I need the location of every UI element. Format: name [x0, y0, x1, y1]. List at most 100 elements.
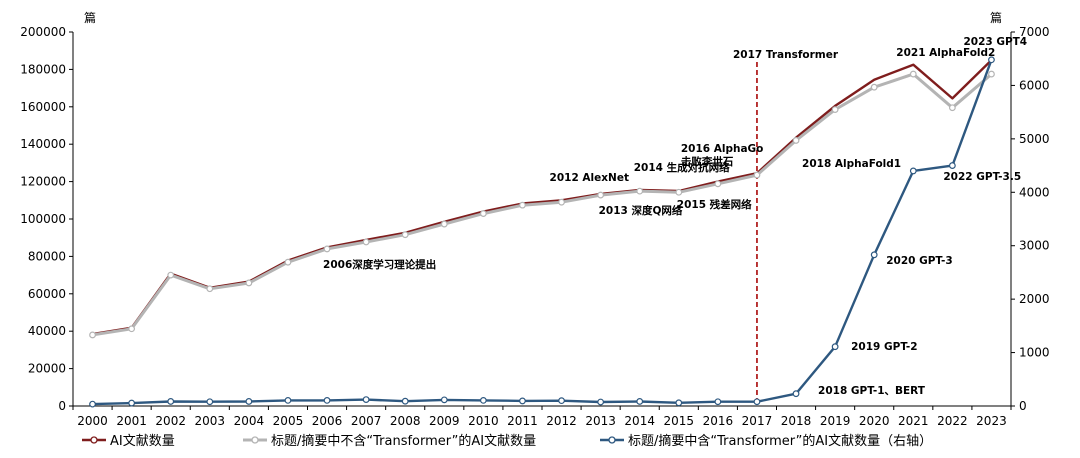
y-right-tick-label: 4000: [1019, 185, 1050, 199]
y-left-tick-label: 180000: [20, 62, 66, 76]
x-tick-label: 2000: [77, 414, 108, 428]
vline-label: 2017 Transformer: [733, 49, 839, 61]
series-point-3: [870, 251, 878, 259]
series-point-3: [440, 396, 448, 404]
series-point-3: [636, 398, 644, 405]
left-unit-label: 篇: [84, 10, 96, 25]
x-tick-label: 2021: [898, 414, 929, 428]
y-left-tick-label: 0: [58, 399, 66, 413]
x-tick-label: 2009: [429, 414, 460, 428]
y-left-tick-label: 120000: [20, 175, 66, 189]
series-point-3: [558, 397, 565, 405]
legend-swatch-marker: [608, 436, 616, 444]
series-line-3: [92, 59, 993, 406]
annotation-label: 2015 残差网络: [677, 198, 752, 211]
series-point-2: [519, 201, 526, 209]
y-right-tick-label: 0: [1019, 399, 1027, 413]
annotation-layer: 2006深度学习理论提出 2012 AlexNet 2013 深度Q网络 2014 生…: [323, 36, 1027, 397]
legend-label: AI文献数量: [110, 434, 175, 449]
series-point-3: [597, 398, 605, 406]
legend-label: 标题/摘要中不含“Transformer”的AI文献数量: [271, 433, 536, 449]
x-tick-label: 2010: [468, 414, 499, 428]
series-point-3: [128, 399, 136, 407]
series-point-3: [909, 167, 917, 175]
series-point-3: [284, 396, 292, 404]
series-point-3: [948, 162, 956, 169]
series-point-3: [519, 397, 526, 405]
series-point-2: [401, 231, 409, 239]
series-point-2: [440, 220, 448, 228]
annotation-label: 2023 GPT4: [963, 36, 1027, 48]
y-left-tick-label: 100000: [20, 212, 66, 226]
series-point-2: [558, 198, 565, 206]
annotation-label: 2012 AlexNet: [550, 172, 629, 184]
y-right-tick-label: 3000: [1019, 239, 1050, 253]
series-point-2: [167, 271, 175, 279]
series-line-1: [92, 59, 993, 336]
x-tick-label: 2012: [546, 414, 577, 428]
annotation-label: 击败李世石: [681, 155, 734, 168]
y-left-tick-label: 160000: [20, 100, 66, 114]
series-point-2: [245, 279, 253, 287]
annotation-label: 2018 GPT-1、BERT: [818, 385, 926, 397]
series-point-2: [909, 70, 917, 78]
x-tick-label: 2011: [507, 414, 538, 428]
annotation-label: 2021 AlphaFold2: [896, 47, 995, 59]
series-point-3: [323, 396, 331, 404]
series-point-3: [792, 390, 800, 398]
series-point-2: [597, 191, 605, 199]
series-point-3: [479, 396, 487, 404]
legend-label: 标题/摘要中含“Transformer”的AI文献数量（右轴）: [628, 433, 932, 449]
series-point-2: [128, 325, 136, 333]
legend-swatch-marker: [90, 436, 98, 444]
y-left-tick-label: 40000: [28, 324, 66, 338]
series-point-3: [167, 398, 175, 405]
series-point-3: [362, 396, 370, 403]
series-point-2: [284, 258, 292, 266]
y-left-tick-label: 140000: [20, 137, 66, 151]
annotation-label: 2016 AlphaGo: [681, 143, 764, 155]
y-right-tick-label: 7000: [1019, 25, 1050, 39]
series-point-3: [675, 399, 683, 407]
series-point-3: [206, 398, 214, 406]
x-tick-label: 2023: [976, 414, 1007, 428]
annotation-label: 2020 GPT-3: [886, 255, 952, 267]
series-point-3: [988, 56, 995, 64]
annotation-label: 2018 AlphaFold1: [802, 158, 901, 170]
series-point-3: [714, 398, 722, 406]
x-tick-label: 2017: [742, 414, 773, 428]
x-tick-label: 2019: [820, 414, 851, 428]
x-tick-label: 2014: [624, 414, 655, 428]
annotation-label: 2006深度学习理论提出: [323, 258, 436, 271]
x-tick-label: 2007: [351, 414, 382, 428]
x-tick-label: 2004: [234, 414, 265, 428]
y-left-tick-label: 20000: [28, 362, 66, 376]
annotation-label: 2022 GPT-3.5: [943, 171, 1021, 183]
series-point-2: [714, 180, 722, 188]
axes: 0200004000060000800001000001200001400001…: [20, 10, 1049, 428]
x-tick-label: 2003: [195, 414, 226, 428]
y-left-tick-label: 80000: [28, 249, 66, 263]
x-tick-label: 2015: [664, 414, 695, 428]
x-tick-label: 2013: [585, 414, 616, 428]
series-point-3: [89, 400, 96, 408]
legend: AI文献数量 标题/摘要中不含“Transformer”的AI文献数量 标题/摘要中…: [82, 433, 932, 449]
series-point-2: [870, 83, 878, 91]
x-tick-label: 2006: [312, 414, 343, 428]
y-right-tick-label: 6000: [1019, 78, 1050, 92]
series-point-2: [675, 188, 683, 196]
y-left-tick-label: 60000: [28, 287, 66, 301]
x-tick-label: 2001: [116, 414, 147, 428]
legend-swatch-marker: [251, 436, 259, 444]
y-right-tick-label: 2000: [1019, 292, 1050, 306]
y-right-tick-label: 1000: [1019, 346, 1050, 360]
x-tick-label: 2005: [273, 414, 304, 428]
series-point-2: [206, 285, 214, 293]
x-tick-label: 2018: [781, 414, 812, 428]
y-right-tick-label: 5000: [1019, 132, 1050, 146]
series-point-2: [323, 245, 331, 253]
annotation-label: 2014 生成对抗网络: [634, 161, 730, 174]
series-point-3: [401, 397, 409, 405]
y-left-tick-label: 200000: [20, 25, 66, 39]
